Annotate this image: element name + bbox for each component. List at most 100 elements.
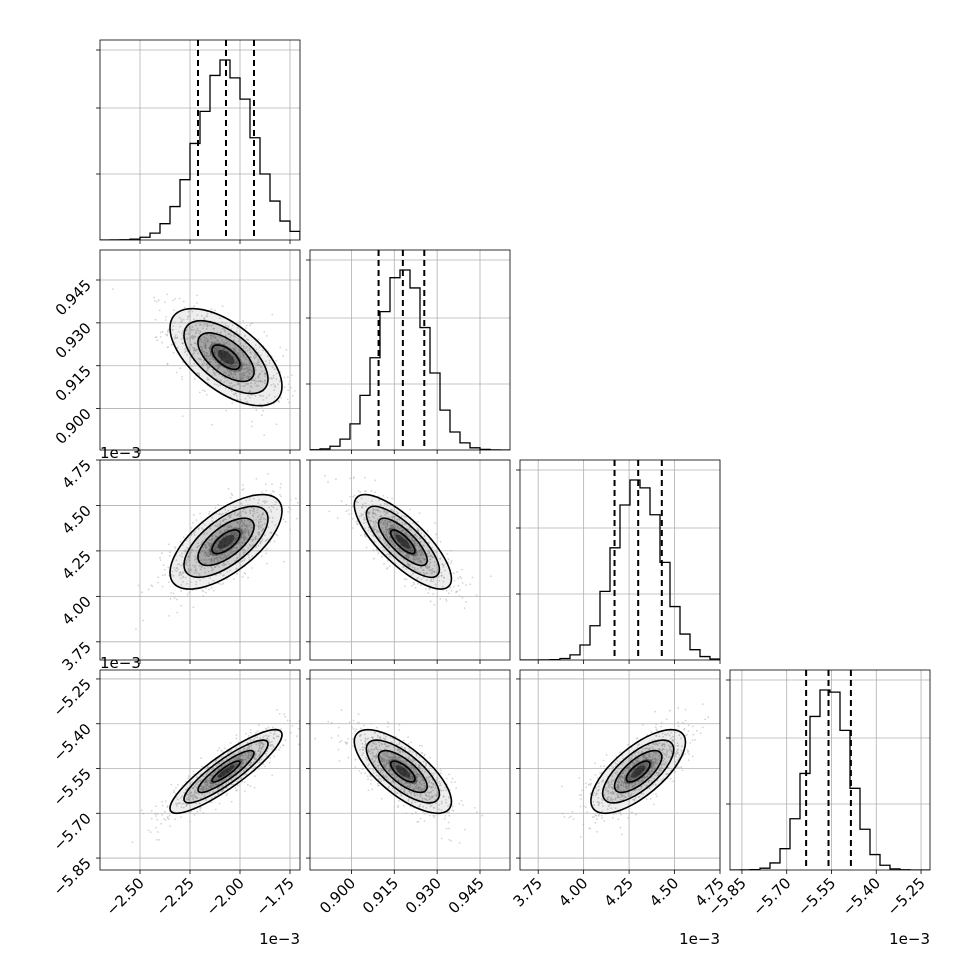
scatter-point	[273, 389, 275, 392]
scatter-point	[217, 544, 220, 546]
scatter-point	[255, 519, 257, 521]
scatter-point	[223, 574, 226, 576]
scatter-point	[172, 299, 175, 302]
scatter-point	[385, 521, 387, 524]
scatter-point	[431, 556, 434, 558]
scatter-point	[209, 786, 212, 789]
scatter-point	[283, 376, 286, 379]
scatter-point	[189, 314, 192, 317]
scatter-point	[212, 579, 215, 582]
scatter-point	[203, 354, 206, 357]
scatter-point	[189, 581, 192, 584]
scatter-point	[186, 318, 189, 320]
scatter-point	[228, 343, 231, 346]
scatter-point	[417, 582, 419, 585]
contour-level-3	[169, 493, 283, 590]
scatter-point	[265, 489, 267, 492]
scatter-point	[261, 540, 264, 542]
scatter-point	[272, 374, 275, 377]
scatter-point	[403, 515, 406, 518]
scatter-point	[364, 527, 367, 530]
scatter-point	[166, 333, 169, 336]
scatter-point	[227, 340, 230, 343]
scatter-point	[452, 809, 455, 812]
scatter-point	[237, 340, 240, 343]
panel-2-2	[516, 459, 721, 664]
scatter-point	[234, 532, 237, 534]
scatter-point	[455, 787, 458, 789]
scatter-point	[278, 401, 281, 404]
scatter-point	[442, 566, 445, 568]
scatter-point	[220, 545, 223, 548]
scatter-point	[186, 561, 188, 563]
scatter-point	[172, 309, 175, 312]
scatter-point	[429, 756, 432, 759]
scatter-point	[330, 721, 333, 724]
scatter-point	[203, 317, 206, 319]
scatter-point	[371, 526, 374, 529]
scatter-point	[205, 783, 207, 786]
scatter-point	[346, 741, 349, 744]
scatter-point	[442, 564, 444, 567]
panel-3-0	[96, 669, 301, 874]
scatter-point	[348, 513, 351, 515]
scatter-point	[156, 838, 159, 841]
scatter-point	[204, 544, 207, 547]
scatter-point	[216, 560, 219, 563]
scatter-point	[206, 378, 209, 381]
scatter-point	[175, 371, 178, 374]
scatter-point	[230, 774, 233, 776]
scatter-point	[173, 597, 176, 600]
scatter-point	[243, 345, 245, 348]
x-tick-label: 0.930	[402, 874, 445, 917]
scatter-point	[373, 525, 375, 528]
scatter-point	[209, 334, 212, 337]
scatter-point	[563, 816, 566, 818]
scatter-point	[351, 505, 354, 508]
scatter-point	[418, 557, 421, 559]
scatter-point	[217, 768, 220, 771]
scatter-point	[213, 347, 216, 349]
x-tick-label: 0.945	[445, 874, 488, 917]
scatter-point	[180, 584, 183, 586]
scatter-point	[360, 513, 363, 515]
scatter-point	[289, 719, 291, 722]
scatter-point	[159, 559, 162, 561]
scatter-point	[388, 539, 391, 542]
scatter-point	[367, 512, 369, 515]
scatter-point	[238, 523, 241, 526]
scatter-point	[203, 533, 206, 536]
scatter-point	[257, 525, 260, 528]
scatter-point	[251, 555, 254, 557]
scatter-point	[191, 353, 194, 356]
scatter-point	[206, 555, 209, 557]
scatter-point	[277, 383, 279, 386]
scatter-point	[443, 817, 446, 820]
scatter-point	[205, 355, 208, 358]
scatter-point	[231, 547, 234, 550]
scatter-point	[210, 768, 213, 771]
scatter-point	[245, 499, 248, 502]
scatter-point	[233, 336, 236, 338]
scatter-point	[460, 799, 463, 802]
scatter-point	[241, 522, 244, 524]
scatter-point	[238, 338, 241, 340]
scatter-point	[158, 309, 161, 312]
density-region	[197, 518, 255, 566]
scatter-point	[428, 565, 430, 568]
scatter-point	[387, 546, 390, 549]
scatter-point	[409, 534, 411, 537]
scatter-point	[279, 346, 282, 349]
scatter-point	[203, 362, 206, 365]
scatter-point	[187, 777, 190, 780]
scatter-point	[247, 531, 250, 533]
density-region	[217, 349, 235, 365]
scatter-point	[202, 327, 204, 330]
scatter-point	[401, 515, 403, 518]
scatter-point	[205, 587, 207, 590]
scatter-point	[371, 788, 373, 791]
scatter-point	[183, 306, 186, 309]
scatter-point	[228, 770, 230, 772]
scatter-point	[397, 536, 399, 538]
